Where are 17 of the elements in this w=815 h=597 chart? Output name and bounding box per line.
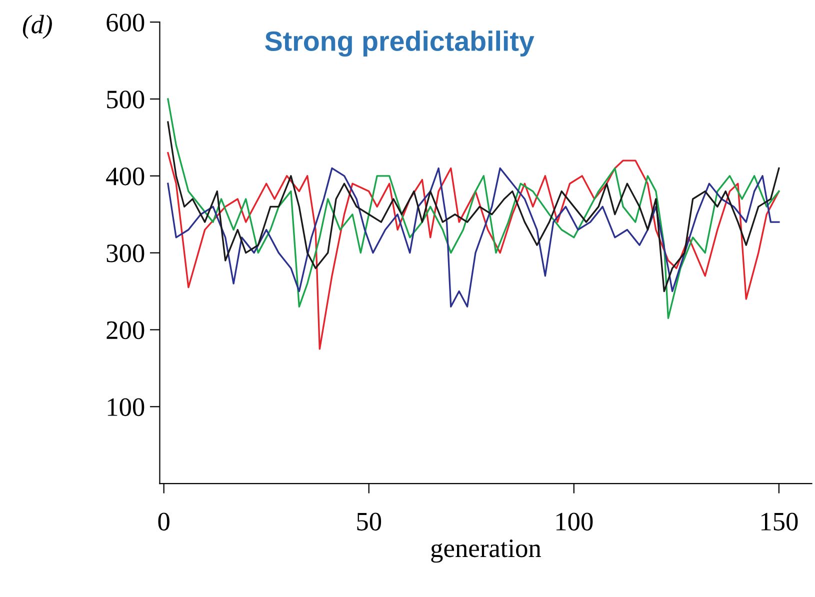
y-tick-label: 300 bbox=[106, 244, 144, 262]
y-tick-label: 600 bbox=[106, 14, 144, 32]
line-series bbox=[167, 167, 780, 308]
x-tick-label: 150 bbox=[761, 512, 798, 531]
line-series bbox=[167, 98, 780, 320]
x-tick-label: 50 bbox=[357, 512, 382, 531]
y-tick-label: 500 bbox=[107, 90, 144, 108]
y-tick-label: 400 bbox=[106, 168, 144, 186]
line-series bbox=[167, 152, 780, 350]
y-tick-label: 100 bbox=[108, 398, 144, 416]
line-series bbox=[167, 121, 780, 292]
x-tick-label: 0 bbox=[158, 512, 170, 531]
y-tick-label: 200 bbox=[106, 321, 144, 340]
x-axis-title: generation bbox=[431, 539, 542, 563]
x-tick-label: 100 bbox=[556, 512, 593, 531]
chart-title: Strong predictability bbox=[265, 30, 534, 57]
text: (d) bbox=[22, 14, 52, 39]
